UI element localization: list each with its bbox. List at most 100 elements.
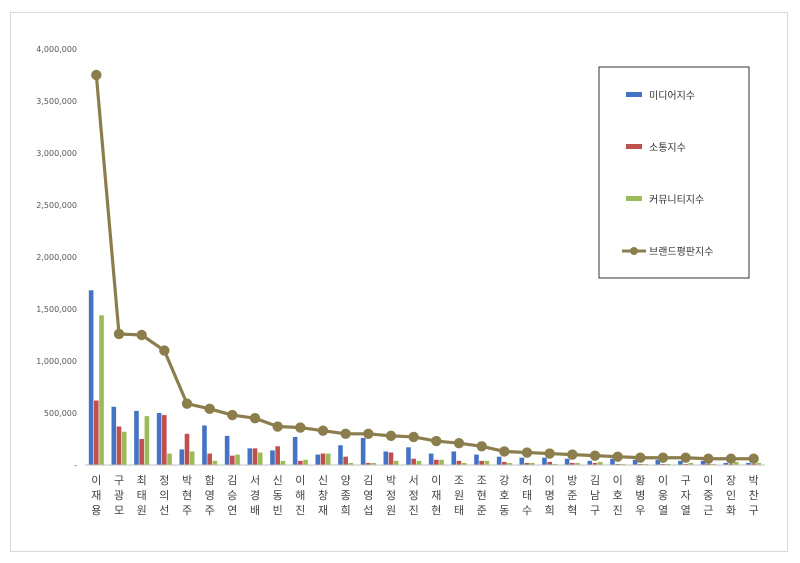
bar-1 — [655, 459, 661, 465]
bar-1 — [88, 290, 94, 465]
y-axis: - 500,000 1,000,000 1,500,000 2,000,000 2,500… — [36, 45, 77, 470]
bar-2 — [388, 452, 394, 465]
bar-1 — [428, 453, 434, 465]
bar-1 — [179, 449, 185, 465]
bar-3 — [144, 416, 150, 465]
line-point — [181, 398, 193, 409]
bar-3 — [439, 459, 444, 465]
bar-3 — [620, 463, 626, 465]
bar-2 — [139, 439, 144, 465]
bar-2 — [230, 455, 235, 465]
bar-3 — [167, 453, 172, 465]
bar-1 — [111, 406, 117, 465]
bar-series — [88, 290, 762, 465]
bar-3 — [257, 452, 263, 465]
bar-2 — [366, 462, 371, 465]
bar-1 — [224, 435, 230, 465]
y-tick-label: 1,000,000 — [36, 357, 77, 366]
line-point — [453, 437, 465, 449]
legend-box — [598, 66, 750, 279]
bar-3 — [643, 463, 648, 465]
y-tick-label: 3,000,000 — [36, 149, 77, 158]
bar-1 — [134, 410, 139, 465]
bar-2 — [638, 463, 643, 465]
line-point — [272, 421, 283, 432]
line-point — [499, 446, 510, 457]
bar-1 — [156, 413, 162, 465]
line-point — [385, 430, 397, 442]
bar-2 — [751, 463, 756, 465]
line-point — [317, 425, 329, 436]
legend-swatch — [626, 144, 642, 149]
line-point — [544, 448, 555, 459]
y-tick-label: 1,500,000 — [36, 305, 77, 314]
bar-3 — [212, 460, 218, 465]
bar-1 — [202, 425, 207, 465]
bar-3 — [325, 453, 331, 465]
bar-2 — [343, 456, 348, 465]
bar-3 — [688, 462, 694, 465]
line-point — [113, 328, 125, 340]
bar-1 — [587, 460, 593, 465]
bar-3 — [575, 462, 580, 465]
bar-1 — [315, 454, 321, 465]
bar-2 — [207, 453, 212, 465]
bar-2 — [570, 462, 575, 465]
bar-3 — [303, 459, 308, 465]
bar-1 — [746, 462, 751, 465]
line-point — [657, 452, 669, 463]
line-point — [612, 451, 623, 462]
bar-3 — [597, 461, 603, 465]
line-point — [680, 452, 691, 463]
legend-label: 미디어지수 — [649, 90, 695, 102]
bar-1 — [678, 460, 683, 465]
line-series — [91, 69, 759, 464]
y-tick-label: 2,000,000 — [36, 253, 77, 262]
legend-label: 커뮤니티지수 — [649, 194, 704, 206]
bar-2 — [411, 458, 416, 465]
line-point — [725, 453, 737, 464]
y-tick-label: - — [74, 461, 77, 470]
bar-3 — [756, 462, 762, 465]
bar-1 — [338, 445, 343, 465]
line-point — [589, 450, 601, 461]
bar-3 — [235, 454, 240, 465]
bar-1 — [610, 458, 615, 465]
bar-2 — [728, 463, 734, 465]
bar-1 — [632, 459, 638, 465]
bar-2 — [660, 463, 666, 465]
bar-3 — [189, 451, 195, 465]
bar-2 — [524, 462, 530, 465]
bar-1 — [700, 460, 706, 465]
bar-1 — [564, 458, 570, 465]
bar-3 — [484, 460, 490, 465]
bar-1 — [247, 448, 253, 465]
bar-1 — [542, 457, 547, 465]
bar-2 — [275, 446, 280, 465]
bar-2 — [615, 463, 620, 465]
bar-1 — [496, 456, 502, 465]
legend-marker — [630, 247, 638, 255]
bar-2 — [456, 460, 462, 465]
bar-3 — [733, 461, 739, 465]
